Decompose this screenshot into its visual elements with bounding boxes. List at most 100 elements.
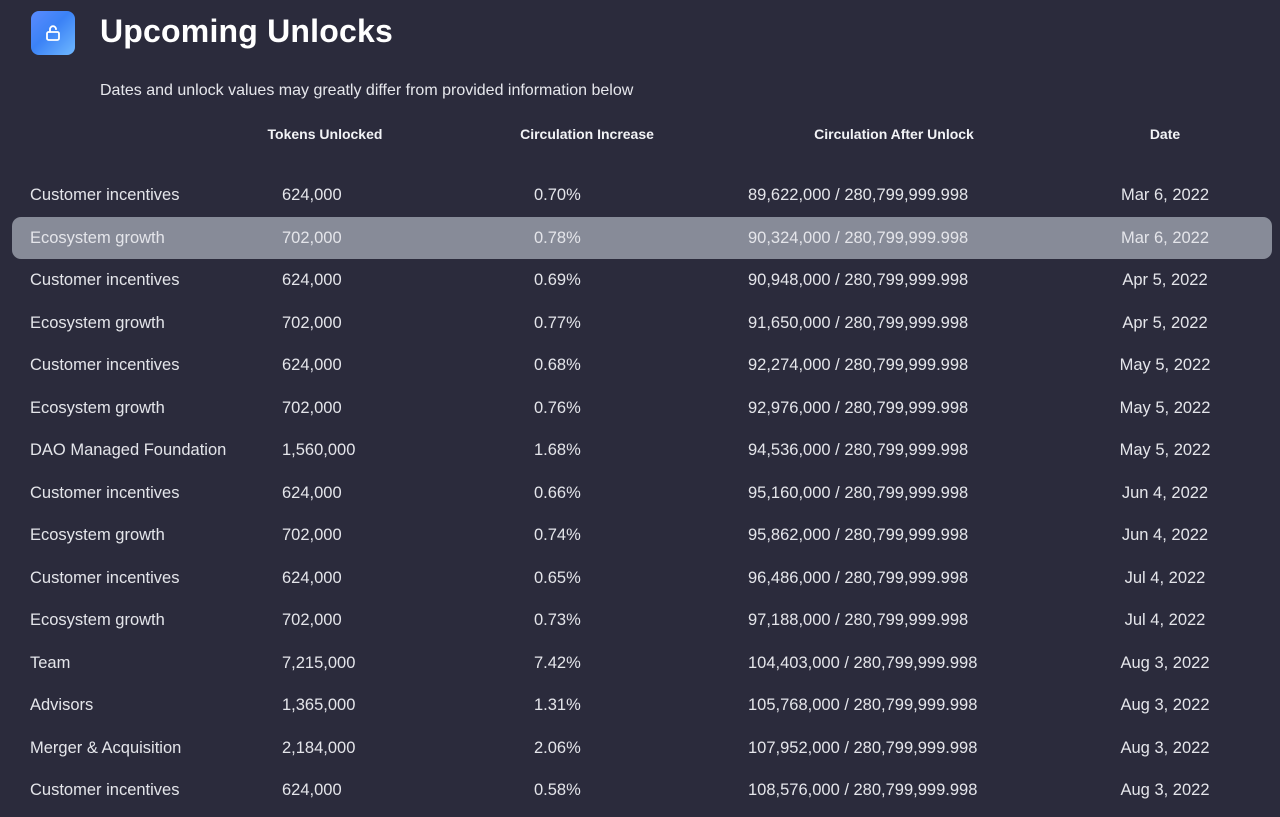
allocation-name: Team <box>30 653 71 672</box>
tokens-unlocked: 624,000 <box>282 186 342 204</box>
table-row[interactable]: Merger & Acquisition 2,184,000 2.06% 107,95… <box>0 727 1280 770</box>
unlock-date: Jul 4, 2022 <box>1124 611 1206 629</box>
circulation-increase: 1.68% <box>534 441 581 459</box>
tokens-unlocked: 624,000 <box>282 271 342 289</box>
table-row[interactable]: Team 7,215,000 7.42% 104,403,000 / 280,799,… <box>0 642 1280 685</box>
allocation-name: Advisors <box>30 696 94 714</box>
circulation-after-unlock: 90,324,000 / 280,799,999.998 <box>748 228 969 247</box>
table-row[interactable]: Customer incentives 624,000 0.58% 108,576,0… <box>0 769 1280 812</box>
circulation-after-unlock: 105,768,000 / 280,799,999.998 <box>748 696 978 714</box>
allocation-name: Ecosystem growth <box>30 526 165 544</box>
circulation-after-unlock: 90,948,000 / 280,799,999.998 <box>748 271 969 289</box>
circulation-increase: 7.42% <box>534 653 581 672</box>
circulation-increase: 0.78% <box>534 228 581 247</box>
allocation-name: Ecosystem growth <box>30 228 165 247</box>
tokens-unlocked: 702,000 <box>282 611 342 629</box>
table-header: Tokens Unlocked Circulation Increase Cir… <box>0 124 1280 144</box>
unlock-date: Jun 4, 2022 <box>1121 483 1209 502</box>
allocation-name: Customer incentives <box>30 186 180 204</box>
tokens-unlocked: 624,000 <box>282 483 342 502</box>
unlock-icon <box>31 11 75 55</box>
page-title: Upcoming Unlocks <box>100 13 394 49</box>
unlock-date: May 5, 2022 <box>1119 441 1211 459</box>
circulation-after-unlock: 104,403,000 / 280,799,999.998 <box>748 653 978 672</box>
circulation-increase: 1.31% <box>534 696 581 714</box>
tokens-unlocked: 624,000 <box>282 356 342 374</box>
circulation-increase: 0.66% <box>534 483 581 502</box>
tokens-unlocked: 2,184,000 <box>282 738 356 757</box>
table-row[interactable]: Customer incentives 624,000 0.66% 95,160,00… <box>0 472 1280 515</box>
allocation-name: Customer incentives <box>30 271 180 289</box>
unlock-date: Aug 3, 2022 <box>1120 781 1210 799</box>
allocation-name: Ecosystem growth <box>30 398 165 417</box>
circulation-increase: 2.06% <box>534 738 581 757</box>
circulation-after-unlock: 95,160,000 / 280,799,999.998 <box>748 483 969 502</box>
unlock-date: Apr 5, 2022 <box>1122 271 1208 289</box>
allocation-name: Customer incentives <box>30 568 180 587</box>
table-row[interactable]: Customer incentives 624,000 0.68% 92,274,00… <box>0 344 1280 387</box>
circulation-increase: 0.73% <box>534 611 581 629</box>
allocation-name: Merger & Acquisition <box>30 738 182 757</box>
circulation-after-unlock: 92,976,000 / 280,799,999.998 <box>748 398 969 417</box>
unlock-date: May 5, 2022 <box>1119 398 1211 417</box>
table-row[interactable]: Ecosystem growth 702,000 0.74% 95,862,000 /… <box>0 514 1280 557</box>
tokens-unlocked: 1,560,000 <box>282 441 356 459</box>
page-subtitle: Dates and unlock values may greatly diff… <box>100 82 634 99</box>
circulation-after-unlock: 96,486,000 / 280,799,999.998 <box>748 568 969 587</box>
table-row[interactable]: Customer incentives 624,000 0.65% 96,486,00… <box>0 557 1280 600</box>
circulation-increase: 0.76% <box>534 398 581 417</box>
circulation-after-unlock: 108,576,000 / 280,799,999.998 <box>748 781 978 799</box>
allocation-name: Customer incentives <box>30 356 180 374</box>
circulation-after-unlock: 107,952,000 / 280,799,999.998 <box>748 738 978 757</box>
tokens-unlocked: 624,000 <box>282 781 342 799</box>
unlock-date: Aug 3, 2022 <box>1120 653 1210 672</box>
circulation-after-unlock: 91,650,000 / 280,799,999.998 <box>748 313 969 332</box>
unlock-date: Jul 4, 2022 <box>1124 568 1206 587</box>
unlocks-table-body: Customer incentives 624,000 0.70% 89,622,00… <box>0 174 1280 812</box>
allocation-name: DAO Managed Foundation <box>30 441 227 459</box>
circulation-increase: 0.68% <box>534 356 581 374</box>
table-row[interactable]: Customer incentives 624,000 0.70% 89,622,00… <box>0 174 1280 217</box>
table-row[interactable]: Advisors 1,365,000 1.31% 105,768,000 / 280,… <box>0 684 1280 727</box>
circulation-increase: 0.74% <box>534 526 581 544</box>
column-header-circulation-after-unlock[interactable]: Circulation After Unlock <box>814 126 974 142</box>
column-header-date[interactable]: Date <box>1149 126 1181 142</box>
unlock-date: Mar 6, 2022 <box>1120 228 1210 247</box>
tokens-unlocked: 702,000 <box>282 228 342 247</box>
unlock-date: Apr 5, 2022 <box>1122 313 1208 332</box>
table-row[interactable]: DAO Managed Foundation 1,560,000 1.68% 94,5… <box>0 429 1280 472</box>
tokens-unlocked: 1,365,000 <box>282 696 356 714</box>
unlock-date: Mar 6, 2022 <box>1120 186 1210 204</box>
allocation-name: Ecosystem growth <box>30 611 165 629</box>
tokens-unlocked: 7,215,000 <box>282 653 356 672</box>
tokens-unlocked: 702,000 <box>282 526 342 544</box>
circulation-increase: 0.58% <box>534 781 581 799</box>
table-row[interactable]: Ecosystem growth 702,000 0.76% 92,976,000 /… <box>0 387 1280 430</box>
unlock-date: Aug 3, 2022 <box>1120 696 1210 714</box>
tokens-unlocked: 624,000 <box>282 568 342 587</box>
allocation-name: Ecosystem growth <box>30 313 165 332</box>
unlock-date: Jun 4, 2022 <box>1121 526 1209 544</box>
allocation-name: Customer incentives <box>30 781 180 799</box>
tokens-unlocked: 702,000 <box>282 313 342 332</box>
unlock-date: May 5, 2022 <box>1119 356 1211 374</box>
table-row[interactable]: Customer incentives 624,000 0.69% 90,948,00… <box>0 259 1280 302</box>
circulation-after-unlock: 94,536,000 / 280,799,999.998 <box>748 441 969 459</box>
circulation-increase: 0.69% <box>534 271 581 289</box>
circulation-increase: 0.70% <box>534 186 581 204</box>
column-header-circulation-increase[interactable]: Circulation Increase <box>520 126 654 142</box>
table-row[interactable]: Ecosystem growth 702,000 0.78% 90,324,000 /… <box>0 216 1280 260</box>
circulation-after-unlock: 97,188,000 / 280,799,999.998 <box>748 611 969 629</box>
table-row[interactable]: Ecosystem growth 702,000 0.73% 97,188,000 /… <box>0 599 1280 642</box>
circulation-after-unlock: 92,274,000 / 280,799,999.998 <box>748 356 969 374</box>
circulation-increase: 0.65% <box>534 568 581 587</box>
unlock-date: Aug 3, 2022 <box>1120 738 1210 757</box>
circulation-increase: 0.77% <box>534 313 581 332</box>
column-header-tokens-unlocked[interactable]: Tokens Unlocked <box>267 126 383 142</box>
table-row[interactable]: Ecosystem growth 702,000 0.77% 91,650,000 /… <box>0 302 1280 345</box>
circulation-after-unlock: 89,622,000 / 280,799,999.998 <box>748 186 969 204</box>
tokens-unlocked: 702,000 <box>282 398 342 417</box>
circulation-after-unlock: 95,862,000 / 280,799,999.998 <box>748 526 969 544</box>
allocation-name: Customer incentives <box>30 483 180 502</box>
